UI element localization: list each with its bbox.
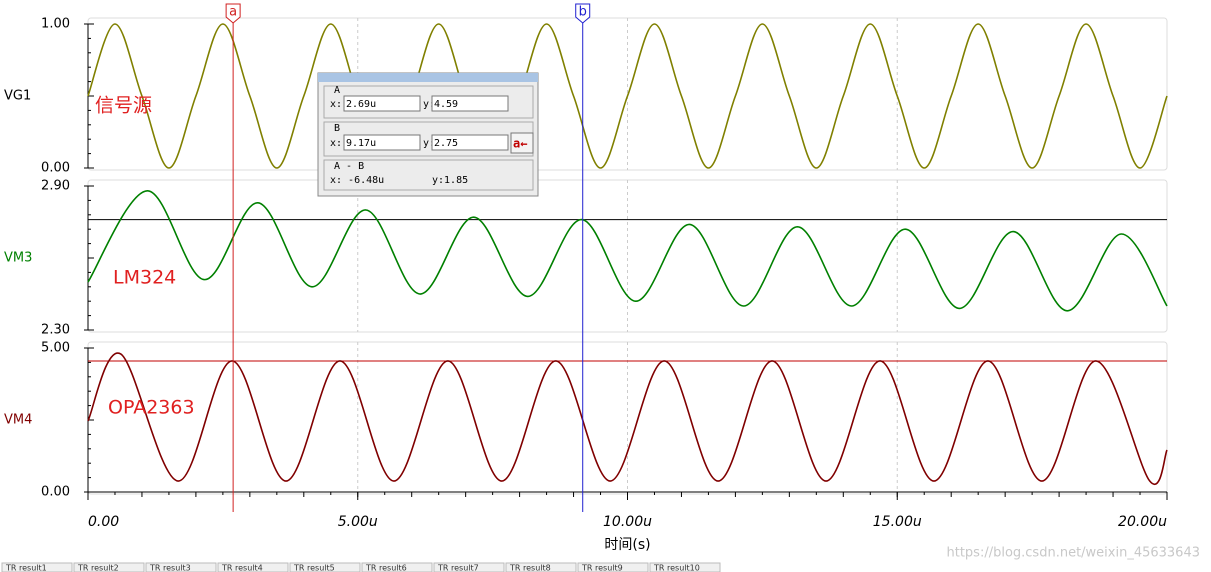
tab[interactable] (1, 562, 73, 572)
series-line (87, 352, 1168, 485)
tab[interactable] (361, 562, 433, 572)
panel-frame (87, 179, 1168, 333)
dialog-text: 9.17u (346, 138, 376, 149)
x-tick-label: 20.00u (1118, 514, 1167, 530)
group-box (323, 159, 534, 191)
dialog-text: A - B (334, 161, 364, 172)
tab-label: TR result8 (509, 564, 551, 572)
dialog-text: 2.69u (346, 99, 376, 110)
dialog-text: x: (330, 138, 342, 149)
tab-label: TR result2 (77, 564, 119, 572)
annotation: 信号源 (95, 95, 152, 117)
series-line (87, 23, 1168, 169)
series-line (87, 189, 1168, 312)
tab[interactable] (145, 562, 217, 572)
y-axis-label: VM4 (4, 413, 32, 428)
input (343, 95, 421, 112)
input (343, 134, 421, 151)
dialog-text: x: (330, 99, 342, 110)
y-tick-label: 5.00 (41, 341, 70, 356)
dialog-text: 2.75 (434, 138, 458, 149)
dialog-text: 4.59 (434, 99, 458, 110)
annotation: OPA2363 (108, 397, 195, 419)
dialog-text: x: -6.48u (330, 175, 384, 186)
cursor-flag (575, 3, 591, 24)
y-tick-label: 2.90 (41, 179, 70, 194)
tab[interactable] (505, 562, 577, 572)
panel-frame (87, 341, 1168, 495)
dialog-text: A (334, 85, 340, 96)
x-tick-label: 10.00u (603, 514, 652, 530)
dialog-titlebar (318, 73, 538, 82)
cursor-label: b (579, 5, 587, 20)
dialog-text: y: (423, 138, 435, 149)
dialog-text: y: (423, 99, 435, 110)
x-tick-label: 15.00u (873, 514, 922, 530)
group-box (323, 85, 534, 119)
watermark: https://blog.csdn.net/weixin_45633643 (946, 546, 1200, 561)
dialog-text: B (334, 123, 340, 134)
button[interactable] (510, 132, 534, 154)
tab[interactable] (649, 562, 721, 572)
tab[interactable] (577, 562, 649, 572)
cursor-flag (225, 3, 241, 24)
input (431, 134, 509, 151)
x-tick-label: 0.00 (88, 514, 119, 530)
tab-label: TR result7 (437, 564, 479, 572)
tab-label: TR result9 (581, 564, 623, 572)
y-tick-label: 1.00 (41, 17, 70, 32)
y-axis-label: VG1 (4, 89, 31, 104)
x-axis-label: 时间(s) (604, 537, 650, 553)
tab-label: TR result5 (293, 564, 335, 572)
y-axis-label: VM3 (4, 251, 32, 266)
tab[interactable] (289, 562, 361, 572)
tab-label: TR result1 (5, 564, 47, 572)
tab-label: TR result6 (365, 564, 407, 572)
tab[interactable] (73, 562, 145, 572)
input (431, 95, 509, 112)
tab-label: TR result4 (221, 564, 263, 572)
tab-label: TR result10 (653, 564, 700, 572)
y-tick-label: 0.00 (41, 161, 70, 176)
cursor-label: a (229, 5, 237, 20)
tab[interactable] (217, 562, 289, 572)
y-tick-label: 2.30 (41, 323, 70, 338)
x-tick-label: 5.00u (338, 514, 378, 530)
dialog-text: a← (513, 137, 527, 151)
tab-label: TR result3 (149, 564, 191, 572)
annotation: LM324 (113, 267, 176, 289)
y-tick-label: 0.00 (41, 485, 70, 500)
dialog-text: y:1.85 (432, 175, 468, 186)
tab[interactable] (433, 562, 505, 572)
